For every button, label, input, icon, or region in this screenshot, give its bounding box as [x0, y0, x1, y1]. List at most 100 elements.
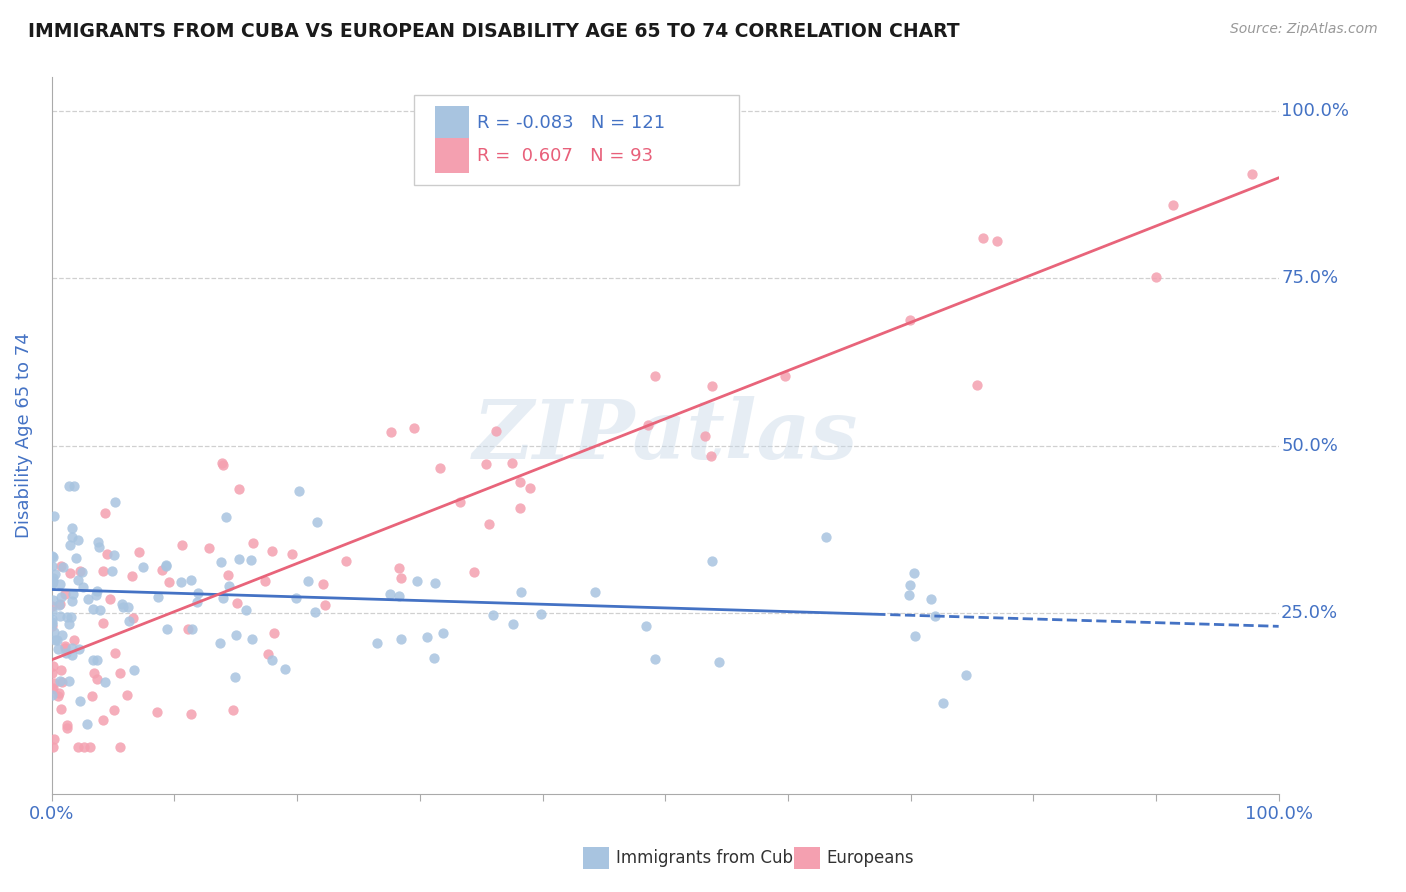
Point — [41, 593, 63, 607]
Point — [51, 590, 73, 604]
Point — [70, 565, 93, 579]
Point — [49, 597, 72, 611]
Point — [66, 739, 89, 754]
Point — [186, 595, 208, 609]
Point — [1163, 198, 1185, 212]
FancyBboxPatch shape — [413, 95, 738, 185]
Point — [76, 716, 98, 731]
Point — [44, 633, 66, 648]
Text: Source: ZipAtlas.com: Source: ZipAtlas.com — [1230, 22, 1378, 37]
Point — [56, 717, 79, 731]
Point — [41, 612, 63, 626]
Point — [103, 703, 125, 717]
Point — [111, 597, 134, 611]
Point — [1144, 270, 1167, 285]
Point — [100, 591, 122, 606]
Point — [60, 648, 83, 662]
Point — [157, 575, 180, 590]
Point — [41, 558, 63, 573]
Point — [49, 663, 72, 677]
Point — [366, 636, 388, 650]
Point — [815, 530, 838, 544]
Point — [46, 632, 69, 647]
Point — [211, 456, 233, 470]
Point — [104, 646, 127, 660]
Point — [73, 739, 96, 754]
Point — [644, 368, 666, 383]
Point — [312, 577, 335, 591]
Point — [118, 614, 141, 628]
Point — [53, 640, 76, 655]
Point — [83, 666, 105, 681]
Text: IMMIGRANTS FROM CUBA VS EUROPEAN DISABILITY AGE 65 TO 74 CORRELATION CHART: IMMIGRANTS FROM CUBA VS EUROPEAN DISABIL… — [28, 22, 960, 41]
Point — [228, 482, 250, 496]
Point — [187, 586, 209, 600]
Point — [380, 587, 402, 601]
Point — [240, 632, 263, 646]
Point — [82, 652, 104, 666]
Point — [91, 564, 114, 578]
Point — [693, 429, 716, 443]
Point — [253, 574, 276, 589]
Point — [932, 697, 955, 711]
Point — [49, 702, 72, 716]
Point — [904, 629, 927, 643]
Point — [49, 577, 72, 591]
Point — [966, 378, 988, 392]
Point — [224, 670, 246, 684]
Point — [169, 574, 191, 589]
Point — [180, 573, 202, 587]
Point — [42, 571, 65, 585]
Point — [60, 521, 83, 535]
Point — [86, 653, 108, 667]
Point — [416, 630, 439, 644]
Point — [115, 688, 138, 702]
Point — [288, 484, 311, 499]
Point — [903, 566, 925, 580]
Point — [104, 495, 127, 509]
Point — [46, 642, 69, 657]
Text: ZIPatlas: ZIPatlas — [472, 395, 858, 475]
Point — [463, 565, 485, 579]
FancyBboxPatch shape — [434, 106, 468, 140]
Point — [93, 616, 115, 631]
Text: 25.0%: 25.0% — [1281, 604, 1339, 622]
Point — [1240, 168, 1263, 182]
Point — [58, 674, 80, 689]
Point — [509, 475, 531, 489]
Point — [180, 622, 202, 636]
Point — [56, 722, 79, 736]
Point — [96, 547, 118, 561]
Point — [180, 706, 202, 721]
Point — [425, 575, 447, 590]
Point — [209, 555, 232, 569]
Point — [297, 574, 319, 589]
Point — [51, 628, 73, 642]
Point — [108, 739, 131, 754]
Point — [100, 564, 122, 578]
Point — [305, 515, 328, 529]
Point — [51, 675, 73, 690]
Point — [41, 577, 63, 591]
Point — [146, 590, 169, 604]
Text: 75.0%: 75.0% — [1281, 269, 1339, 287]
Point — [62, 587, 84, 601]
Point — [60, 530, 83, 544]
Point — [155, 559, 177, 574]
Point — [226, 596, 249, 610]
Point — [972, 231, 994, 245]
Point — [49, 609, 72, 624]
Point — [44, 676, 66, 690]
Point — [72, 581, 94, 595]
Point — [60, 610, 83, 624]
Point — [48, 685, 70, 699]
Point — [132, 559, 155, 574]
Point — [76, 591, 98, 606]
Point — [42, 681, 65, 695]
Point — [67, 533, 90, 548]
Point — [263, 626, 285, 640]
Point — [242, 536, 264, 550]
Point — [637, 417, 659, 432]
Point — [121, 611, 143, 625]
Point — [709, 655, 731, 669]
